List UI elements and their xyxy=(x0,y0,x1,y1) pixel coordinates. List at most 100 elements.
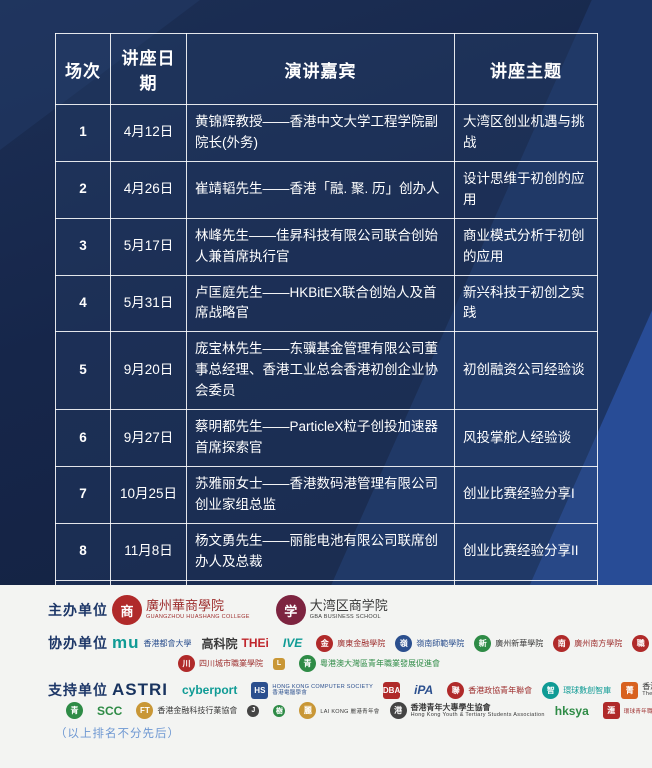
logo-hk-metropolitan-university: mu 香港都會大學 xyxy=(112,633,192,652)
logo-lai-kong-youth: 麗 LAI KONG 麗港青年會 xyxy=(299,702,379,719)
logo-gba-business-school: 学 大湾区商学院 GBA BUSINESS SCHOOL xyxy=(275,595,388,625)
topic-cell: 新兴科技于初创之实践 xyxy=(454,274,598,333)
logo-huashang-vocational-college: 職 廣州華商職業學院 xyxy=(632,634,652,652)
logo-ipa: iPA xyxy=(414,683,434,697)
gba-youth-globe-icon: 青 xyxy=(299,655,316,672)
supporter-logos-1: ASTRI cyberport HS HONG KONG COMPUTER SO… xyxy=(112,680,652,700)
table-row: 3 5月17日 林峰先生——佳昇科技有限公司联合创始人兼首席执行官 商业模式分析… xyxy=(55,217,598,276)
lecture-date: 5月17日 xyxy=(110,217,187,276)
co-organizer-logos-1: mu 香港都會大學 高科院 THEi IVE 金 廣東金融學院 嶺 嶺南師範學院 xyxy=(112,633,652,653)
logo-guangdong-finance-college: 金 廣東金融學院 xyxy=(316,634,385,652)
co-organizer-logos-2: 川 四川城市職業學院 L 青 粵港澳大灣區青年職業發展促進會 xyxy=(178,655,450,672)
col-header-speaker: 演讲嘉宾 xyxy=(186,33,455,105)
gba-school-emblem-icon: 学 xyxy=(275,595,306,625)
sichuan-seal-icon: 川 xyxy=(178,655,195,672)
hkytsa-icon: 港 xyxy=(389,702,407,719)
col-header-topic: 讲座主题 xyxy=(454,33,598,105)
logo-global-youth-career-association: 滙 環球青年職業發展協會 xyxy=(602,702,652,719)
hkcs-icon: HS xyxy=(251,681,269,699)
speaker-cell: 黄锦辉教授——香港中文大学工程学院副院长(外务) xyxy=(186,104,455,162)
thinktank-icon: 智 xyxy=(542,681,560,699)
hosts-label: 主办单位 xyxy=(48,602,108,618)
logo-hk-fintech-industry-association: FT 香港金融科技行業協會 xyxy=(136,702,237,719)
topic-cell: 设计思维于初创的应用 xyxy=(454,160,598,219)
ranking-disclaimer-note: （以上排名不分先后） xyxy=(55,728,180,740)
hosts-row: 主办单位 商 廣州華商學院 GUANGZHOU HUASHANG COLLEGE … xyxy=(0,595,652,625)
green-youth-icon: 青 xyxy=(66,702,83,719)
global-youth-icon: 滙 xyxy=(602,702,620,719)
huashang-seal-icon: 商 xyxy=(112,595,142,625)
logo-guangzhou-huashang-college: 商 廣州華商學院 GUANGZHOU HUASHANG COLLEGE xyxy=(112,595,250,625)
table-row: 7 10月25日 苏雅丽女士——香港数码港管理有限公司创业家组总监 创业比赛经验… xyxy=(55,465,598,524)
organizers-section: 主办单位 商 廣州華商學院 GUANGZHOU HUASHANG COLLEGE … xyxy=(0,585,652,768)
logo-hk-computer-society: HS HONG KONG COMPUTER SOCIETY 香港電腦學會 xyxy=(251,681,373,699)
table-row: 1 4月12日 黄锦辉教授——香港中文大学工程学院副院长(外务) 大湾区创业机遇… xyxy=(55,104,598,162)
logo-small-tree: 樹 xyxy=(273,704,289,717)
tree-logo-icon: 樹 xyxy=(273,704,286,717)
topic-cell: 创业比赛经验分享II xyxy=(454,522,598,581)
supporter-logos-2: 青 SCC FT 香港金融科技行業協會 J 樹 麗 LAI KONG 麗港青年會 xyxy=(66,702,652,719)
table-row: 6 9月27日 蔡明都先生——ParticleX粒子创投加速器首席探索官 风投掌… xyxy=(55,409,598,467)
session-number: 7 xyxy=(55,465,111,524)
lecture-date: 5月31日 xyxy=(110,274,187,333)
speaker-cell: 蔡明都先生——ParticleX粒子创投加速器首席探索官 xyxy=(186,409,455,467)
hosts-logos: 商 廣州華商學院 GUANGZHOU HUASHANG COLLEGE 学 大湾区… xyxy=(112,595,398,625)
session-number: 6 xyxy=(55,409,111,467)
logo-green-youth-group: 青 xyxy=(66,702,87,719)
lecture-date: 11月8日 xyxy=(110,522,187,581)
co-organizers-row-2: 川 四川城市職業學院 L 青 粵港澳大灣區青年職業發展促進會 xyxy=(0,655,652,672)
logo-dba: DBA xyxy=(383,681,404,699)
topic-cell: 大湾区创业机遇与挑战 xyxy=(454,104,598,162)
session-number: 2 xyxy=(55,160,111,219)
col-header-date: 讲座日期 xyxy=(110,33,187,105)
co-organizers-label: 协办单位 xyxy=(48,635,108,651)
table-row: 9 11月22日 潘智豪先生——博胜集团联合创始人及行政总裁 大湾区青年创业成功… xyxy=(55,579,598,585)
logo-hk-youth-tertiary-students-association: 港 香港青年大專學生協會 Hong Kong Youth & Tertiary S… xyxy=(389,702,545,719)
topic-cell: 商业模式分析于初创的应用 xyxy=(454,217,598,276)
cppcc-youth-seal-icon: 聯 xyxy=(447,681,465,699)
speaker-cell: 崔靖韬先生——香港「融. 聚. 历」创办人 xyxy=(186,160,455,219)
lingnan-emblem-icon: 嶺 xyxy=(395,634,413,652)
table-row: 4 5月31日 卢匡庭先生——HKBitEX联合创始人及首席战略官 新兴科技于初… xyxy=(55,274,598,333)
lecture-date: 4月26日 xyxy=(110,160,187,219)
topic-cell: 创业比赛经验分享I xyxy=(454,465,598,524)
supporters-row-2: 青 SCC FT 香港金融科技行業協會 J 樹 麗 LAI KONG 麗港青年會 xyxy=(0,702,652,719)
table-row: 2 4月26日 崔靖韬先生——香港「融. 聚. 历」创办人 设计思维于初创的应用 xyxy=(55,160,598,219)
session-number: 4 xyxy=(55,274,111,333)
lecture-date: 4月12日 xyxy=(110,104,187,162)
table-row: 5 9月20日 庞宝林先生——东骥基金管理有限公司董事总经理、香港工业总会香港初… xyxy=(55,331,598,411)
logo-ive: IVE xyxy=(282,636,303,650)
lecture-date: 9月27日 xyxy=(110,409,187,467)
table-body: 1 4月12日 黄锦辉教授——香港中文大学工程学院副院长(外务) 大湾区创业机遇… xyxy=(55,104,598,585)
logo-hksya: hksya xyxy=(554,703,589,718)
col-header-session: 场次 xyxy=(55,33,111,105)
lai-kong-icon: 麗 xyxy=(299,702,317,719)
session-number: 8 xyxy=(55,522,111,581)
speaker-cell: 苏雅丽女士——香港数码港管理有限公司创业家组总监 xyxy=(186,465,455,524)
co-organizers-row-1: 协办单位 mu 香港都會大學 高科院 THEi IVE 金 廣東金融學院 xyxy=(0,633,652,653)
small-logo-icon: L xyxy=(273,657,285,670)
topic-cell: 初创融资公司经验谈 xyxy=(454,331,598,411)
lecture-date: 9月20日 xyxy=(110,331,187,411)
logo-small-unreadable: J xyxy=(247,704,263,717)
logo-y-elites-association: 菁 香港菁英會The Y.Elites Association xyxy=(621,681,652,699)
logo-sichuan-urban-vocational-college: 川 四川城市職業學院 xyxy=(178,655,263,672)
logo-gba-youth-career-association: 青 粵港澳大灣區青年職業發展促進會 xyxy=(299,655,440,672)
session-number: 1 xyxy=(55,104,111,162)
logo-lingnan-normal-university: 嶺 嶺南師範學院 xyxy=(395,634,464,652)
session-number: 3 xyxy=(55,217,111,276)
logo-guangzhou-nanfang-college: 南 廣州南方學院 xyxy=(553,634,622,652)
schedule-section: 场次 讲座日期 演讲嘉宾 讲座主题 1 4月12日 黄锦辉教授——香港中文大学工… xyxy=(0,0,652,585)
nanfang-seal-icon: 南 xyxy=(553,634,571,652)
logo-hk-cppcc-youth-association: 聯 香港政協青年聯會 xyxy=(447,681,532,699)
supporters-row-1: 支持单位 ASTRI cyberport HS HONG KONG COMPUT… xyxy=(0,680,652,700)
speaker-cell: 林峰先生——佳昇科技有限公司联合创始人兼首席执行官 xyxy=(186,217,455,276)
dba-icon: DBA xyxy=(383,681,400,699)
gduf-seal-icon: 金 xyxy=(316,634,334,652)
logo-scc: SCC xyxy=(97,703,123,718)
table-row: 8 11月8日 杨文勇先生——丽能电池有限公司联席创办人及总裁 创业比赛经验分享… xyxy=(55,522,598,581)
speaker-cell: 杨文勇先生——丽能电池有限公司联席创办人及总裁 xyxy=(186,522,455,581)
fintech-association-icon: FT xyxy=(136,702,154,719)
lecture-schedule-table: 场次 讲座日期 演讲嘉宾 讲座主题 1 4月12日 黄锦辉教授——香港中文大学工… xyxy=(55,33,598,585)
